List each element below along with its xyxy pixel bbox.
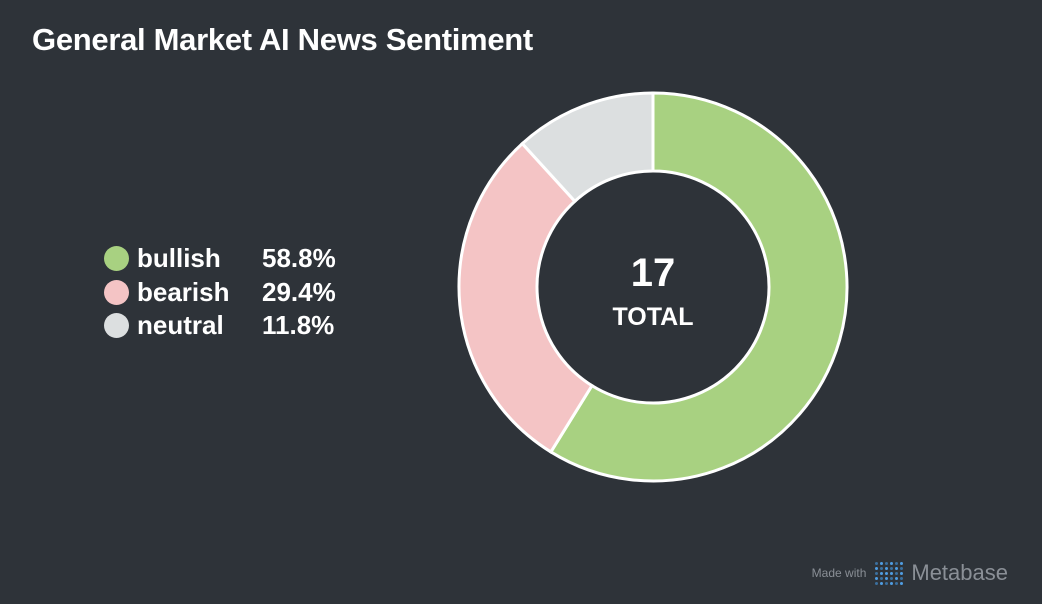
chart-title: General Market AI News Sentiment <box>32 22 533 57</box>
donut-slice-bearish[interactable] <box>457 141 594 455</box>
legend-label: bearish <box>137 276 230 307</box>
legend-label: bullish <box>137 243 221 274</box>
chart-legend: bullish 58.8% bearish 29.4% neutral 11.8… <box>104 242 342 343</box>
made-with-label: Made with <box>811 566 867 580</box>
total-label: TOTAL <box>612 303 693 331</box>
donut-slice-bullish[interactable] <box>548 91 849 483</box>
donut-slices <box>457 91 849 483</box>
total-value: 17 <box>631 251 676 295</box>
metabase-brand-name: Metabase <box>911 560 1008 585</box>
legend-color-dot <box>104 279 129 305</box>
donut-slice-neutral[interactable] <box>520 91 655 204</box>
metabase-logo-icon <box>875 561 904 585</box>
legend-percent: 29.4% <box>262 276 336 307</box>
legend-label: neutral <box>137 310 224 341</box>
legend-percent: 11.8% <box>262 310 335 341</box>
legend-item-bearish[interactable]: bearish 29.4% <box>104 276 342 310</box>
legend-percent: 58.8% <box>262 243 336 274</box>
legend-color-dot <box>104 246 129 272</box>
legend-color-dot <box>104 313 129 339</box>
legend-item-bullish[interactable]: bullish 58.8% <box>104 242 342 276</box>
footer-branding[interactable]: Made with Metabase <box>812 560 1008 586</box>
legend-item-neutral[interactable]: neutral 11.8% <box>104 309 342 343</box>
